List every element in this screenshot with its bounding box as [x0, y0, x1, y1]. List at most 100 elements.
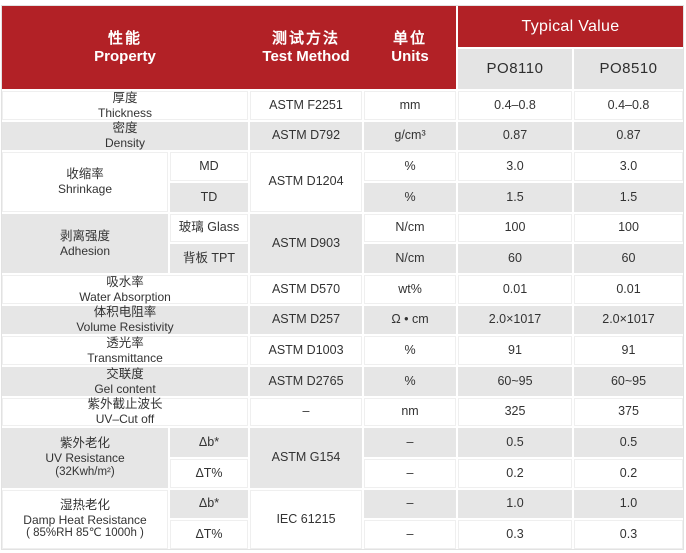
value-po8510: 0.3: [574, 520, 683, 549]
property-transmittance: 透光率 Transmittance: [2, 336, 248, 365]
header-product-po8510: PO8510: [574, 49, 683, 89]
test-method: ASTM D1003: [250, 336, 362, 365]
value-po8510: 375: [574, 397, 683, 427]
value-po8510: 60: [574, 244, 683, 273]
test-method: –: [250, 397, 362, 427]
properties-table: 性能 Property 测试方法 Test Method 单位 Units Ty…: [1, 5, 684, 550]
value-po8510: 2.0×1017: [574, 305, 683, 335]
value-po8110: 0.01: [458, 274, 572, 304]
value-po8510: 0.87: [574, 121, 683, 151]
value-po8510: 3.0: [574, 152, 683, 181]
unit: g/cm³: [364, 121, 456, 151]
value-po8510: 0.4–0.8: [574, 91, 683, 120]
property-uv-resistance: 紫外老化 UV Resistance (32Kwh/m²): [2, 428, 168, 488]
value-po8510: 0.01: [574, 274, 683, 304]
unit: –: [364, 458, 456, 488]
test-method: IEC 61215: [250, 489, 362, 549]
sub-label-delta-b: Δb*: [170, 489, 248, 519]
property-en: Volume Resistivity: [76, 320, 174, 335]
value-po8110: 0.5: [458, 428, 572, 457]
value-po8110: 0.3: [458, 520, 572, 549]
property-zh: 紫外老化: [59, 436, 110, 451]
unit: nm: [364, 397, 456, 427]
sub-label-glass: 玻璃 Glass: [170, 213, 248, 243]
property-zh: 紫外截止波长: [87, 397, 163, 412]
property-en: Adhesion: [59, 243, 111, 258]
value-po8110: 1.5: [458, 182, 572, 212]
property-zh: 透光率: [106, 335, 144, 350]
test-method: ASTM D2765: [250, 366, 362, 396]
unit: Ω • cm: [364, 305, 456, 335]
property-water-absorption: 吸水率 Water Absorption: [2, 275, 248, 304]
header-typical-value: Typical Value: [458, 6, 683, 47]
property-zh: 吸水率: [106, 274, 144, 289]
header-property: 性能 Property: [2, 6, 248, 89]
unit: %: [364, 152, 456, 181]
value-po8110: 91: [458, 336, 572, 365]
sub-label-td: TD: [170, 182, 248, 212]
unit: –: [364, 428, 456, 457]
value-po8110: 0.4–0.8: [458, 91, 572, 120]
value-po8510: 100: [574, 213, 683, 243]
unit: mm: [364, 91, 456, 120]
table-header-left: 性能 Property 测试方法 Test Method 单位 Units: [2, 6, 456, 89]
test-method: ASTM D257: [250, 305, 362, 335]
property-en: Transmittance: [87, 350, 163, 365]
property-en: Water Absorption: [79, 289, 171, 304]
property-en: Thickness: [97, 105, 153, 120]
header-test-method-zh: 测试方法: [271, 29, 340, 47]
unit: wt%: [364, 274, 456, 304]
value-po8510: 0.5: [574, 428, 683, 457]
property-uv-cut-off: 紫外截止波长 UV–Cut off: [2, 397, 248, 427]
sub-label-delta-t: ΔT%: [170, 458, 248, 488]
header-property-zh: 性能: [107, 29, 142, 47]
header-property-en: Property: [94, 47, 156, 65]
property-note: (32Kwh/m²): [55, 465, 115, 478]
value-po8110: 0.87: [458, 121, 572, 151]
sub-label-delta-t: ΔT%: [170, 520, 248, 549]
property-note: ( 85%RH 85℃ 1000h ): [26, 527, 144, 540]
value-po8110: 100: [458, 213, 572, 243]
value-po8510: 1.5: [574, 182, 683, 212]
value-po8110: 1.0: [458, 489, 572, 519]
property-volume-resistivity: 体积电阻率 Volume Resistivity: [2, 305, 248, 335]
test-method: ASTM F2251: [250, 91, 362, 120]
value-po8110: 325: [458, 397, 572, 427]
value-po8110: 3.0: [458, 152, 572, 181]
property-en: Damp Heat Resistance: [23, 512, 147, 527]
unit: %: [364, 336, 456, 365]
value-po8110: 60~95: [458, 366, 572, 396]
unit: –: [364, 520, 456, 549]
property-adhesion: 剥离强度 Adhesion: [2, 213, 168, 273]
value-po8510: 60~95: [574, 366, 683, 396]
property-shrinkage: 收缩率 Shrinkage: [2, 152, 168, 212]
test-method: ASTM D792: [250, 121, 362, 151]
header-product-po8110: PO8110: [458, 49, 572, 89]
header-units-zh: 单位: [392, 29, 427, 47]
unit: N/cm: [364, 244, 456, 273]
header-units-en: Units: [391, 47, 429, 65]
property-density: 密度 Density: [2, 121, 248, 151]
header-test-method-en: Test Method: [262, 47, 350, 65]
value-po8510: 1.0: [574, 489, 683, 519]
property-en: Density: [104, 136, 145, 151]
test-method: ASTM D903: [250, 213, 362, 273]
property-zh: 厚度: [112, 90, 138, 105]
header-units: 单位 Units: [364, 6, 456, 89]
property-thickness: 厚度 Thickness: [2, 91, 248, 120]
test-method: ASTM D570: [250, 274, 362, 304]
property-zh: 剥离强度: [59, 228, 110, 243]
unit: –: [364, 489, 456, 519]
value-po8110: 2.0×1017: [458, 305, 572, 335]
value-po8510: 0.2: [574, 458, 683, 488]
header-test-method: 测试方法 Test Method: [250, 6, 362, 89]
value-po8110: 0.2: [458, 458, 572, 488]
sub-label-md: MD: [170, 152, 248, 181]
unit: %: [364, 182, 456, 212]
unit: %: [364, 366, 456, 396]
property-zh: 湿热老化: [59, 497, 110, 512]
property-zh: 收缩率: [66, 167, 104, 182]
property-en: UV Resistance: [45, 451, 125, 466]
property-zh: 体积电阻率: [93, 305, 157, 320]
